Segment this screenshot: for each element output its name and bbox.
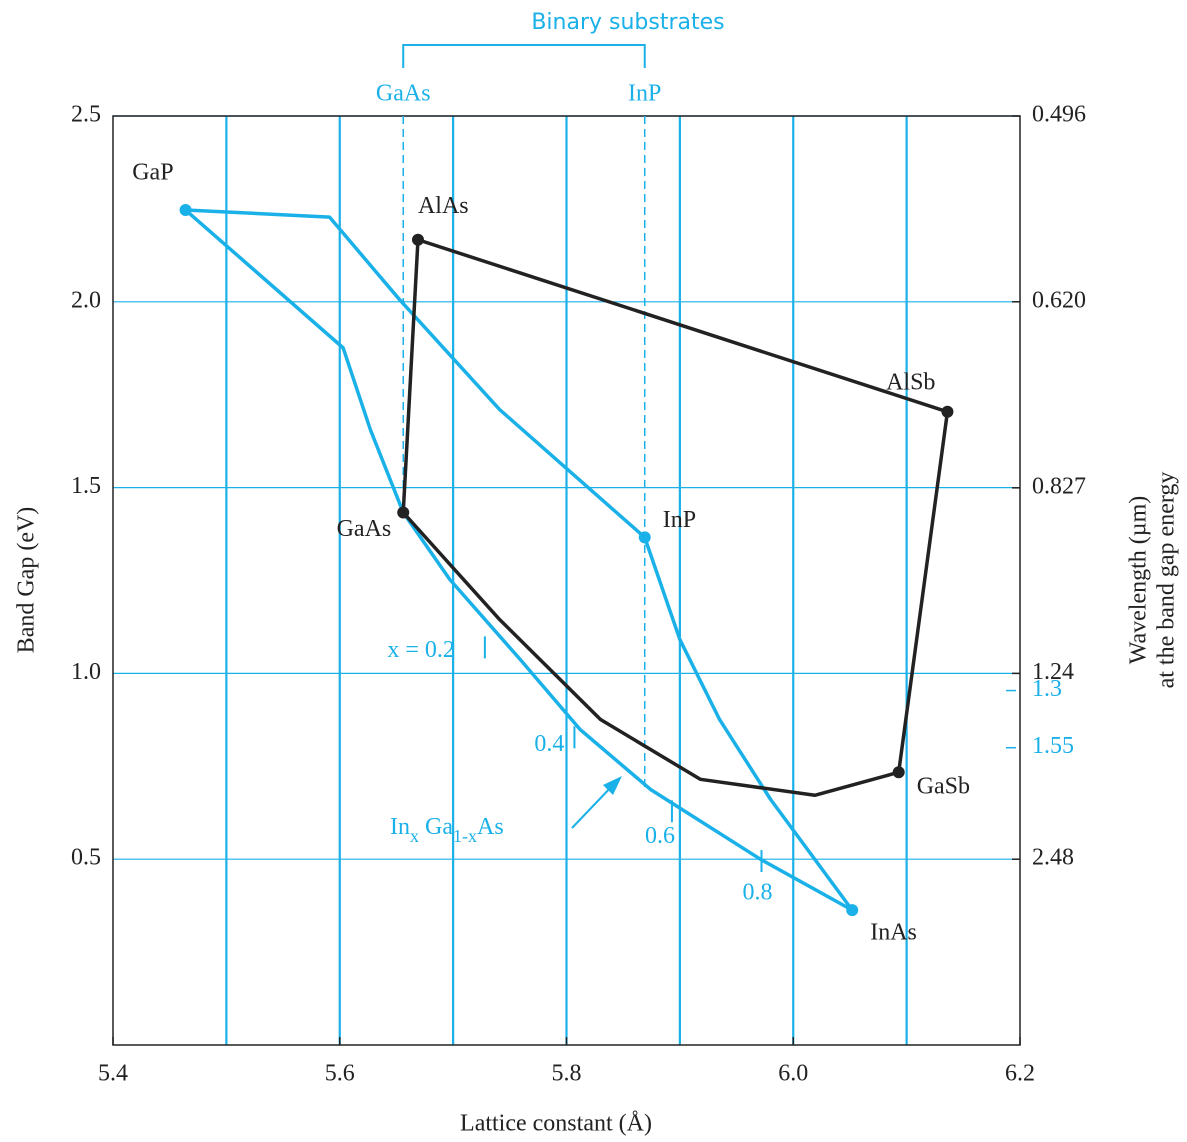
y2-axis-label: Wavelength (µm) bbox=[1126, 496, 1152, 665]
y2-tick-label: 1.55 bbox=[1032, 733, 1074, 759]
compound-label: GaSb bbox=[917, 774, 970, 800]
y2-tick-label: 0.827 bbox=[1032, 473, 1086, 499]
x-tick-label: 5.6 bbox=[325, 1061, 355, 1087]
curve bbox=[401, 239, 420, 513]
compound-point bbox=[892, 766, 905, 779]
composition-label: x = 0.2 bbox=[387, 637, 455, 663]
compound-label: AlAs bbox=[418, 193, 469, 219]
curve bbox=[401, 511, 900, 798]
compound-point bbox=[411, 233, 424, 246]
y2-axis-label: at the band gap energy bbox=[1154, 472, 1180, 689]
curve bbox=[185, 208, 646, 539]
x-tick-label: 6.0 bbox=[778, 1061, 808, 1087]
compound-label: GaAs bbox=[337, 516, 392, 542]
alloy-label-part: x bbox=[410, 826, 419, 846]
compound-label: GaP bbox=[132, 160, 173, 186]
x-tick-label: 5.8 bbox=[552, 1061, 582, 1087]
alloy-label-part: 1-x bbox=[453, 826, 477, 846]
compound-label: InAs bbox=[870, 920, 917, 946]
y2-tick-label: 0.496 bbox=[1032, 102, 1086, 128]
y2-tick-label: 2.48 bbox=[1032, 845, 1074, 871]
y-axis-label: Band Gap (eV) bbox=[14, 507, 40, 654]
composition-label: 0.4 bbox=[534, 731, 564, 757]
composition-label: 0.8 bbox=[743, 880, 773, 906]
plot-frame bbox=[112, 115, 1021, 1046]
substrates-title: Binary substrates bbox=[531, 10, 724, 35]
curve bbox=[643, 536, 854, 912]
alloy-label: Inx Ga1-xAs bbox=[390, 814, 504, 847]
y-tick-label: 1.0 bbox=[71, 659, 101, 685]
alloy-label-part: Ga bbox=[419, 814, 453, 840]
y-tick-label: 2.0 bbox=[71, 287, 101, 313]
substrate-bracket bbox=[402, 44, 646, 68]
y2-tick-label: 1.3 bbox=[1032, 676, 1062, 702]
alloy-arrowhead bbox=[603, 776, 622, 795]
y-tick-label: 2.5 bbox=[71, 102, 101, 128]
x-axis-label: Lattice constant (Å) bbox=[460, 1111, 652, 1137]
compound-point bbox=[397, 506, 410, 519]
alloy-label-part: In bbox=[390, 814, 410, 840]
y-tick-label: 1.5 bbox=[71, 473, 101, 499]
alloy-label-part: As bbox=[477, 814, 504, 840]
compound-point bbox=[638, 531, 651, 544]
curve bbox=[417, 238, 948, 414]
y-tick-label: 0.5 bbox=[71, 845, 101, 871]
compound-point bbox=[846, 904, 859, 917]
compound-label: InP bbox=[663, 507, 696, 533]
substrate-label: InP bbox=[628, 81, 661, 107]
alloy-arrow bbox=[571, 783, 615, 829]
curve bbox=[896, 411, 950, 773]
x-tick-label: 6.2 bbox=[1005, 1061, 1035, 1087]
substrate-label: GaAs bbox=[376, 81, 431, 107]
compound-point bbox=[941, 405, 954, 418]
y2-tick-label: 0.620 bbox=[1032, 287, 1086, 313]
x-tick-label: 5.4 bbox=[98, 1061, 128, 1087]
compound-label: AlSb bbox=[886, 369, 935, 395]
curve bbox=[184, 208, 854, 912]
composition-label: 0.6 bbox=[645, 823, 675, 849]
y2-tick-label: 1.24 bbox=[1032, 659, 1074, 685]
compound-point bbox=[179, 204, 192, 217]
